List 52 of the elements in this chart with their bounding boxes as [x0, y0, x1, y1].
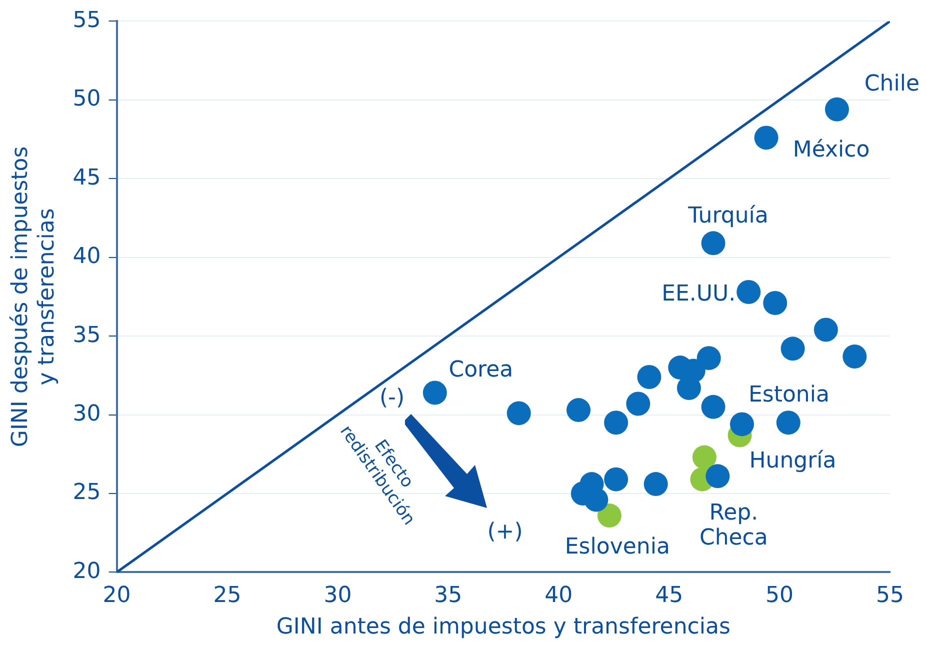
annotation: Estonia: [748, 382, 830, 408]
annotation: Chile: [864, 72, 920, 98]
y-tick-label: 25: [72, 480, 101, 506]
x-tick-label: 30: [324, 583, 352, 608]
annotation: Corea: [448, 357, 514, 382]
y-tick-label: 45: [72, 165, 101, 190]
point: [637, 364, 662, 389]
annotation: (-): [379, 385, 405, 411]
x-tick-label: 35: [434, 583, 462, 608]
point: [604, 410, 628, 435]
point: [566, 398, 591, 422]
point: [736, 280, 761, 304]
annotation: Turquía: [688, 204, 768, 229]
point: [506, 401, 531, 426]
point: [626, 392, 650, 416]
y-tick-label: 35: [72, 322, 101, 348]
x-tick-label: 20: [102, 583, 131, 608]
y-axis-title: GINI después de impuestos y transferencias: [8, 146, 60, 448]
x-tick-label: 40: [544, 583, 573, 608]
annotation: México: [792, 137, 870, 162]
point: [814, 318, 838, 342]
point: [422, 380, 447, 405]
point: [763, 290, 788, 315]
point: [730, 412, 754, 436]
point: [604, 467, 628, 492]
y-tick-label: 40: [72, 244, 101, 270]
x-tick-label: 25: [213, 583, 242, 608]
x-tick-label: 50: [766, 583, 794, 608]
annotation: (+): [487, 519, 523, 545]
point: [644, 472, 668, 496]
y-tick-label: 30: [72, 401, 101, 426]
y-tick-label: 50: [72, 86, 101, 112]
point: [754, 126, 778, 150]
point: [692, 445, 716, 470]
point: [701, 394, 726, 419]
y-tick-label: 20: [72, 558, 101, 584]
point: [780, 336, 805, 361]
point: [842, 344, 867, 369]
point: [706, 464, 730, 488]
x-tick-label: 55: [876, 583, 904, 608]
point: [701, 231, 726, 256]
annotation: EE.UU.: [662, 281, 736, 307]
annotation: Hungría: [749, 448, 836, 474]
annotation: Eslovenia: [564, 534, 670, 560]
x-tick-label: 45: [655, 583, 684, 608]
x-axis-title: GINI antes de impuestos y transferencias: [276, 614, 730, 640]
point: [776, 410, 800, 435]
point: [597, 504, 622, 528]
point: [824, 97, 849, 122]
y-tick-label: 55: [72, 8, 101, 33]
point: [696, 346, 721, 370]
annotation: Rep. Checa: [698, 500, 769, 552]
